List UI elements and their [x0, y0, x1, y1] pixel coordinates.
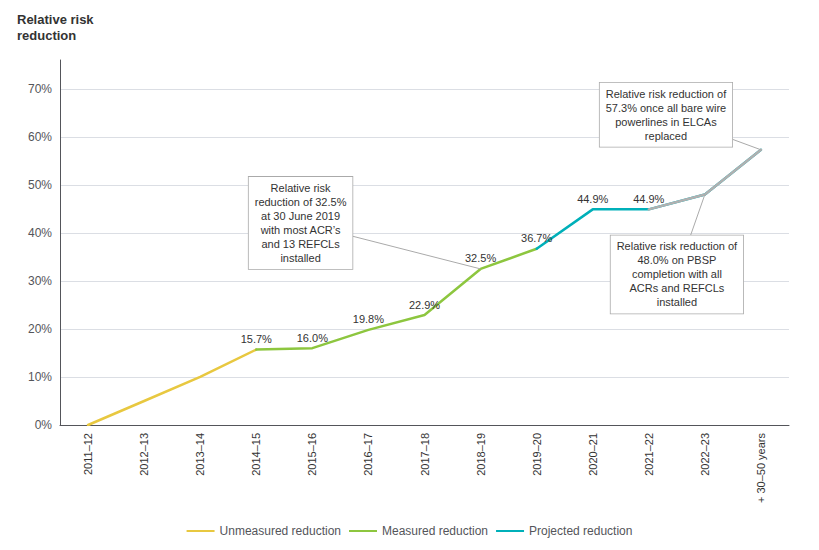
svg-text:15.7%: 15.7%: [241, 333, 272, 345]
svg-text:60%: 60%: [28, 130, 52, 144]
svg-text:30%: 30%: [28, 274, 52, 288]
svg-text:2012–13: 2012–13: [138, 433, 150, 476]
svg-text:44.9%: 44.9%: [577, 193, 608, 205]
svg-text:with most ACR’s: with most ACR’s: [260, 224, 341, 236]
svg-text:2021–22: 2021–22: [643, 433, 655, 476]
svg-text:2015–16: 2015–16: [306, 433, 318, 476]
svg-text:Relative risk reduction of: Relative risk reduction of: [617, 240, 738, 252]
svg-text:16.0%: 16.0%: [297, 332, 328, 344]
svg-text:2017–18: 2017–18: [419, 433, 431, 476]
svg-text:40%: 40%: [28, 226, 52, 240]
svg-text:Relative risk: Relative risk: [17, 12, 94, 27]
svg-text:22.9%: 22.9%: [409, 299, 440, 311]
svg-text:50%: 50%: [28, 178, 52, 192]
svg-text:20%: 20%: [28, 322, 52, 336]
svg-text:57.3% once all bare wire: 57.3% once all bare wire: [606, 102, 726, 114]
svg-text:powerlines in ELCAs: powerlines in ELCAs: [615, 116, 717, 128]
svg-text:at 30 June 2019: at 30 June 2019: [261, 210, 340, 222]
svg-text:completion with all: completion with all: [632, 268, 722, 280]
svg-text:2020–21: 2020–21: [587, 433, 599, 476]
svg-text:and 13 REFCLs: and 13 REFCLs: [261, 238, 340, 250]
svg-text:19.8%: 19.8%: [353, 313, 384, 325]
svg-text:2019–20: 2019–20: [531, 433, 543, 476]
svg-text:10%: 10%: [28, 370, 52, 384]
svg-text:36.7%: 36.7%: [521, 232, 552, 244]
svg-text:installed: installed: [280, 252, 320, 264]
svg-text:2016–17: 2016–17: [362, 433, 374, 476]
svg-text:ACRs and REFCLs: ACRs and REFCLs: [630, 282, 725, 294]
svg-text:44.9%: 44.9%: [633, 193, 664, 205]
svg-text:+ 30–50 years: + 30–50 years: [755, 433, 767, 504]
svg-text:Unmeasured reduction: Unmeasured reduction: [220, 524, 341, 538]
svg-text:32.5%: 32.5%: [465, 252, 496, 264]
svg-text:replaced: replaced: [645, 130, 687, 142]
svg-text:2014–15: 2014–15: [250, 433, 262, 476]
svg-text:Relative risk reduction of: Relative risk reduction of: [606, 88, 727, 100]
svg-text:48.0% on PBSP: 48.0% on PBSP: [637, 254, 716, 266]
svg-text:2011–12: 2011–12: [82, 433, 94, 475]
svg-text:reduction of 32.5%: reduction of 32.5%: [255, 196, 347, 208]
svg-text:Relative risk: Relative risk: [271, 182, 331, 194]
svg-text:70%: 70%: [28, 82, 52, 96]
svg-text:2013–14: 2013–14: [194, 433, 206, 476]
svg-text:0%: 0%: [35, 418, 53, 432]
svg-text:2018–19: 2018–19: [475, 433, 487, 476]
svg-text:installed: installed: [657, 296, 697, 308]
svg-text:Measured reduction: Measured reduction: [382, 524, 488, 538]
svg-text:reduction: reduction: [17, 28, 76, 43]
svg-text:2022–23: 2022–23: [699, 433, 711, 476]
svg-text:Projected reduction: Projected reduction: [529, 524, 632, 538]
